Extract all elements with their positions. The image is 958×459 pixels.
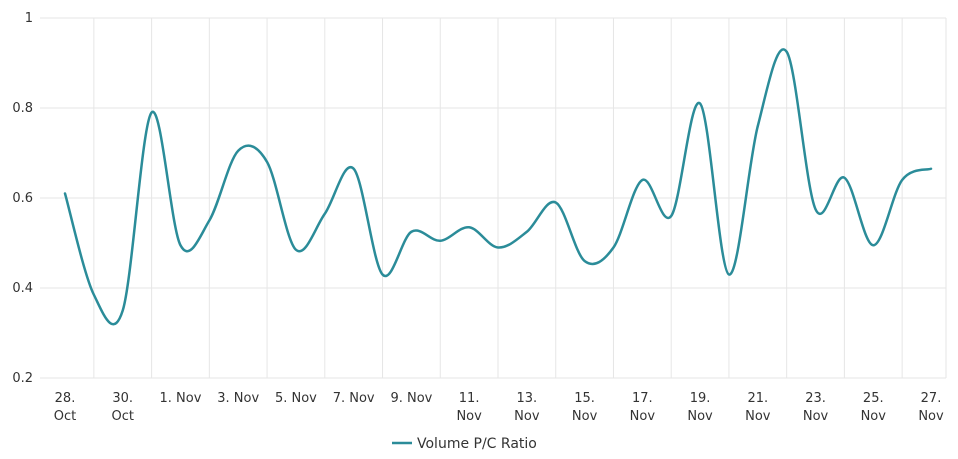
x-tick-label: 5. Nov (275, 391, 317, 406)
data-point[interactable] (293, 247, 299, 253)
data-point[interactable] (380, 272, 386, 278)
data-point[interactable] (177, 242, 183, 248)
data-point[interactable] (408, 229, 414, 235)
data-point[interactable] (813, 206, 819, 212)
legend[interactable]: Volume P/C Ratio (392, 436, 537, 452)
y-axis-tick-labels: 0.2 0.4 0.6 0.8 1 (12, 11, 33, 386)
data-point[interactable] (264, 159, 270, 165)
data-point[interactable] (610, 245, 616, 251)
x-tick-label: 15. Nov (572, 391, 598, 424)
x-tick-label: 11. Nov (456, 391, 482, 424)
series-line-volume-pc-ratio[interactable] (63, 48, 933, 326)
data-point[interactable] (668, 213, 674, 219)
legend-label[interactable]: Volume P/C Ratio (417, 436, 537, 452)
x-tick-label: 17. Nov (630, 391, 656, 424)
data-point[interactable] (437, 238, 443, 244)
x-tick-label: 9. Nov (390, 391, 432, 406)
data-point[interactable] (726, 272, 732, 278)
data-point[interactable] (235, 148, 241, 154)
data-point[interactable] (149, 110, 155, 116)
x-tick-label: 3. Nov (217, 391, 259, 406)
data-point[interactable] (351, 166, 357, 172)
data-point[interactable] (899, 177, 905, 183)
data-point[interactable] (841, 175, 847, 181)
x-tick-label: 23. Nov (803, 391, 829, 424)
x-tick-label: 7. Nov (333, 391, 375, 406)
x-tick-label: 27. Nov (918, 391, 944, 424)
x-axis-tick-labels: 28. Oct 30. Oct 1. Nov 3. Nov 5. Nov 7. Nov 9. N… (54, 391, 944, 424)
data-point[interactable] (582, 258, 588, 264)
x-tick-label: 19. Nov (687, 391, 713, 424)
data-point[interactable] (697, 101, 703, 107)
data-point[interactable] (755, 123, 761, 129)
data-point[interactable] (639, 177, 645, 183)
y-tick-label: 0.8 (12, 101, 33, 116)
data-point[interactable] (495, 245, 501, 251)
y-tick-label: 0.6 (12, 191, 33, 206)
data-point[interactable] (553, 200, 559, 206)
data-point[interactable] (120, 308, 126, 314)
y-tick-label: 1 (25, 11, 33, 26)
x-tick-label: 1. Nov (160, 391, 202, 406)
data-point[interactable] (524, 229, 530, 235)
data-point[interactable] (466, 224, 472, 230)
y-tick-label: 0.2 (12, 371, 33, 386)
horizontal-grid (40, 17, 946, 379)
data-point[interactable] (322, 211, 328, 217)
y-tick-label: 0.4 (12, 281, 33, 296)
x-tick-label: 30. Oct (111, 391, 133, 424)
x-tick-label: 21. Nov (745, 391, 771, 424)
x-tick-label: 13. Nov (514, 391, 540, 424)
series-group (62, 48, 934, 326)
data-point[interactable] (870, 242, 876, 248)
x-tick-label: 28. Oct (54, 391, 76, 424)
x-tick-label: 25. Nov (861, 391, 887, 424)
data-point[interactable] (784, 49, 790, 55)
data-point[interactable] (206, 218, 212, 224)
data-point[interactable] (62, 191, 68, 197)
data-point[interactable] (91, 292, 97, 298)
data-point[interactable] (928, 166, 934, 172)
